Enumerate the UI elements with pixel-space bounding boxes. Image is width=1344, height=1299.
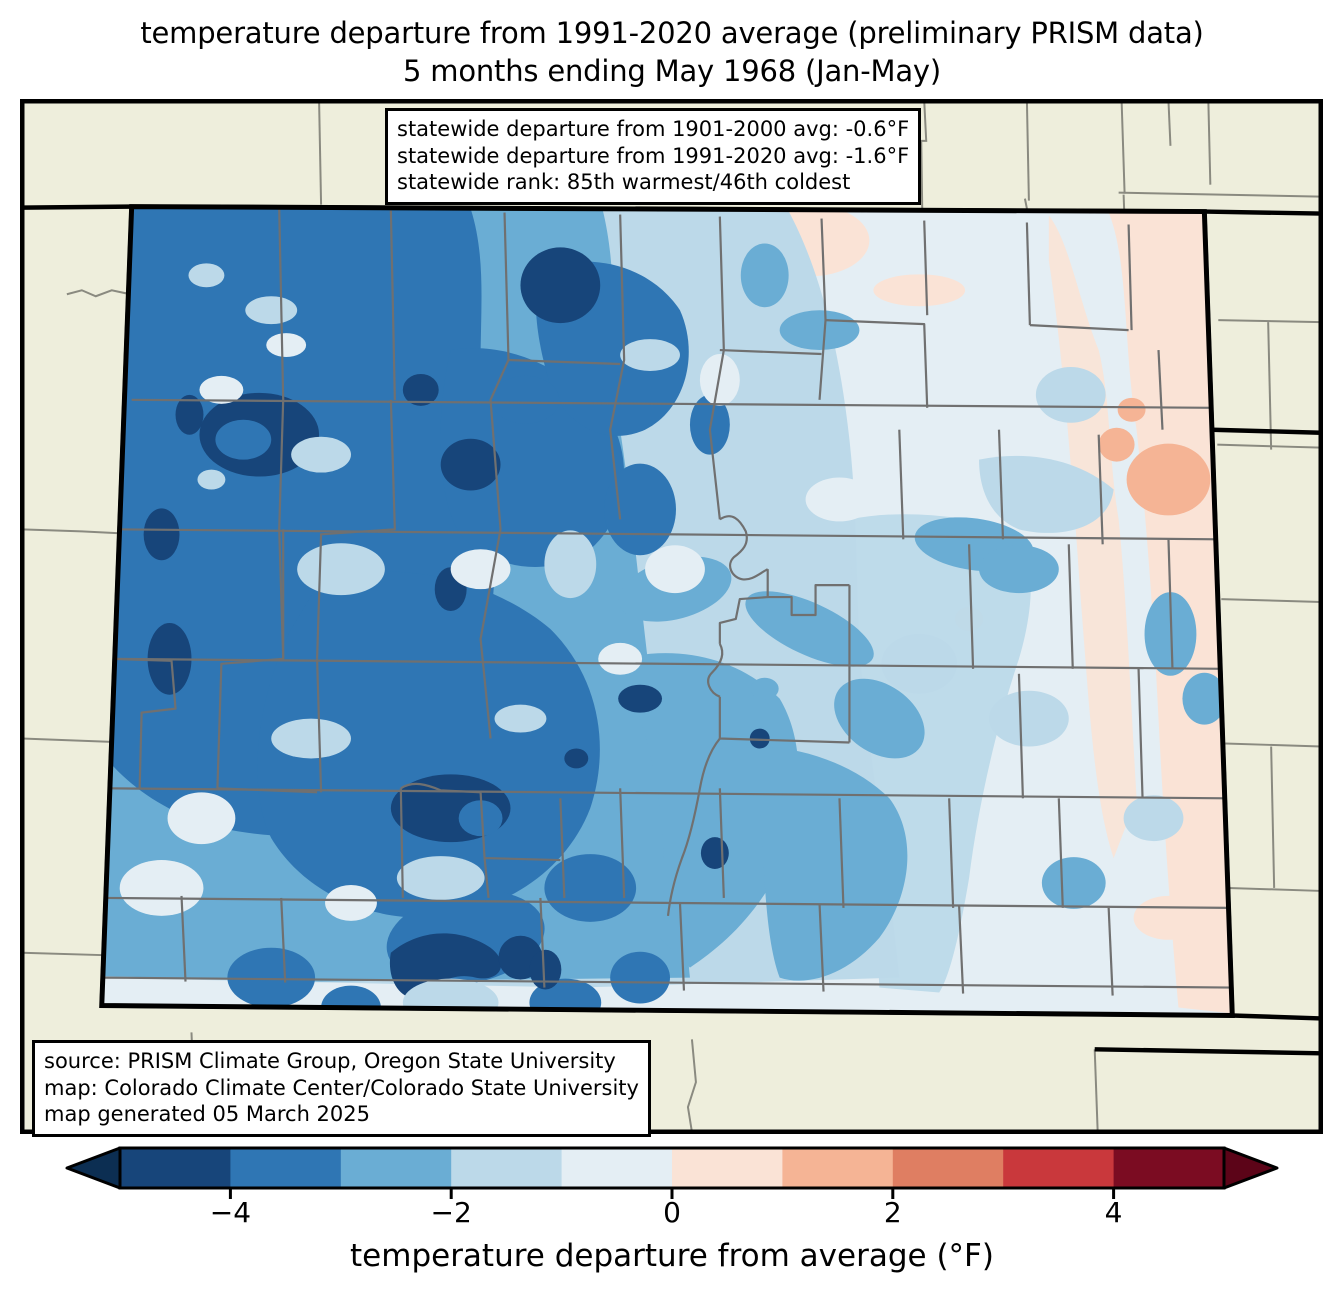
band-neg3-se: [1041, 857, 1106, 909]
neutral-pocket-3: [291, 436, 351, 473]
colorbar-band-2: [340, 1148, 452, 1188]
map-frame: [20, 99, 1323, 1134]
core-neg5-arkansas: [700, 837, 729, 870]
colorbar-over-arrow: [1222, 1146, 1279, 1190]
colorbar-tick-label-0: 0: [663, 1196, 681, 1229]
colorbar: [0, 1143, 1344, 1203]
colorbar-tick-label-4: 4: [1104, 1196, 1123, 1229]
source-generated-date: map generated 05 March 2025: [44, 1102, 371, 1126]
neutral-pocket-18: [494, 704, 547, 733]
source-map: map: Colorado Climate Center/Colorado St…: [44, 1075, 639, 1100]
core-neg5-e-2: [564, 748, 589, 769]
colorado-county-lines: [102, 208, 1232, 996]
neutral-pocket-22: [188, 263, 225, 288]
band-neg4-dot-1: [604, 463, 676, 556]
colorbar-band-1: [230, 1148, 342, 1188]
colorbar-band-6: [782, 1148, 894, 1188]
band-neg4-sangre: [544, 854, 637, 922]
colorbar-tick-marks: [228, 1188, 1116, 1199]
band-neg3-streak-2: [745, 591, 874, 667]
colorbar-under-arrow: [65, 1146, 122, 1190]
core-neg5-n-2: [402, 373, 439, 406]
source-data: source: PRISM Climate Group, Oregon Stat…: [44, 1049, 616, 1073]
neutral-pocket-2: [197, 469, 226, 490]
colorbar-band-3: [451, 1148, 563, 1188]
statewide-stats-box: statewide departure from 1901-2000 avg: …: [385, 108, 922, 205]
core-neg5-sj-3: [529, 949, 562, 990]
band-neg3-dot-1: [750, 677, 779, 700]
band-neg4-s-2: [610, 951, 671, 1004]
colorbar-tick-label--2: −2: [430, 1196, 472, 1229]
colorbar-bands: [65, 1146, 1279, 1190]
core-neg5-san-juan: [389, 933, 502, 999]
neutral-pocket-8: [271, 718, 351, 759]
core-neg5-e: [618, 684, 663, 713]
core-neg5-north: [520, 247, 601, 324]
neutral-pocket-21: [266, 333, 307, 358]
colorbar-tick-label--4: −4: [209, 1196, 252, 1229]
core-neg5-w-2: [143, 508, 180, 561]
colorado-state-border: [99, 204, 1235, 1018]
colorbar-band-4: [561, 1148, 673, 1188]
neutral-pocket-9: [167, 792, 236, 845]
band-neg3-north: [779, 310, 860, 351]
cool-patch-east-1: [881, 633, 958, 694]
neutral-pocket-10: [119, 860, 204, 916]
colorbar-band-7: [892, 1148, 1004, 1188]
cool-patch-east-2: [1123, 795, 1184, 842]
neutral-pocket-5: [450, 549, 511, 590]
colorbar-tick-labels: −4 −2 0 2 4: [0, 1196, 1344, 1236]
core-neg5-nw-hole: [215, 419, 272, 460]
warm-core-ne-3: [1098, 427, 1135, 462]
stats-departure-1901-2000: statewide departure from 1901-2000 avg: …: [397, 117, 910, 141]
neutral-pocket-6: [544, 530, 597, 599]
colorbar-axis-label: temperature departure from average (°F): [350, 1238, 994, 1274]
title-line-2: 5 months ending May 1968 (Jan-May): [403, 54, 941, 88]
neutral-pocket-7: [645, 545, 705, 594]
band-neg3-streak-3: [834, 678, 925, 759]
warm-core-ne-2: [1117, 397, 1146, 422]
colorbar-band-8: [1003, 1148, 1115, 1188]
cool-patch-central-e: [989, 690, 1069, 747]
colorado-temperature-departure-map: [22, 101, 1321, 1132]
warm-core-ne-1: [1126, 443, 1211, 516]
core-neg5-central-hole: [458, 800, 503, 837]
neutral-pocket-16: [699, 354, 740, 406]
colorbar-band-9: [1113, 1148, 1225, 1188]
core-neg5-central-n: [440, 438, 501, 491]
stats-rank: statewide rank: 85th warmest/46th coldes…: [397, 170, 851, 194]
map-outer-frame: [22, 101, 1321, 1132]
colorbar-band-5: [672, 1148, 783, 1188]
colorbar-band-0: [120, 1148, 231, 1188]
neutral-pocket-14: [620, 339, 680, 371]
neutral-pocket-1: [199, 375, 244, 404]
core-neg5-nw-2: [175, 394, 204, 435]
colorbar-tick-label-2: 2: [883, 1196, 902, 1229]
neutral-pocket-15: [685, 290, 734, 331]
colorbar-svg: [65, 1146, 1279, 1199]
cool-patch-ne: [1035, 366, 1106, 423]
band-neg4-n: [491, 375, 560, 424]
band-neg3-se-lobe: [719, 745, 908, 981]
band-neg3-e-2: [979, 545, 1059, 594]
source-attribution-box: source: PRISM Climate Group, Oregon Stat…: [32, 1040, 651, 1137]
neutral-pocket-17: [598, 642, 643, 675]
band-neg3-north-2: [740, 243, 789, 308]
neutral-pocket-13: [325, 884, 377, 921]
warm-patch-southeast: [1133, 895, 1204, 940]
core-neg5-dot: [749, 728, 770, 749]
band-neg4-sw: [227, 947, 316, 1008]
cool-lobe-ne: [979, 455, 1114, 533]
neutral-pocket-11: [396, 856, 485, 900]
neutral-pocket-4: [297, 543, 385, 596]
title-line-1: temperature departure from 1991-2020 ave…: [140, 16, 1204, 50]
warm-patch-north-3: [873, 274, 966, 307]
stats-departure-1991-2020: statewide departure from 1991-2020 avg: …: [397, 143, 910, 168]
neutral-pocket-19: [805, 477, 874, 522]
neutral-pocket-20: [245, 296, 298, 325]
band-neg4-mountains: [257, 571, 600, 918]
band-neg3-e-4: [1182, 672, 1227, 725]
page-title: temperature departure from 1991-2020 ave…: [0, 14, 1344, 90]
